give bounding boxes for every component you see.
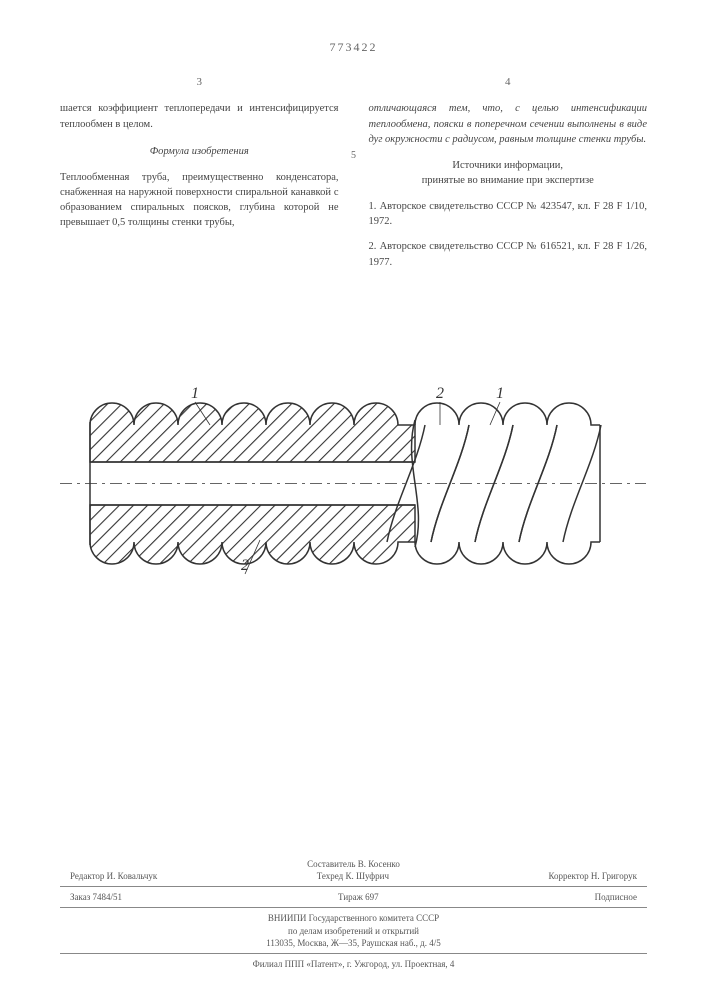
- footer-rule-1: [60, 886, 647, 887]
- right-para-1: отличающаяся тем, что, с целью интенсифи…: [369, 101, 648, 147]
- sources-heading: Источники информации,: [369, 158, 648, 173]
- footer-subscription: Подписное: [595, 891, 637, 903]
- footer-credits-row: Редактор И. Ковальчук Техред К. Шуфрич К…: [60, 870, 647, 882]
- reference-2: 2. Авторское свидетельство СССР № 616521…: [369, 239, 648, 269]
- sources-sub: принятые во внимание при экспертизе: [369, 173, 648, 188]
- footer-order: Заказ 7484/51: [70, 891, 122, 903]
- footer-addr2: Филиал ППП «Патент», г. Ужгород, ул. Про…: [60, 958, 647, 970]
- footer-corrector: Корректор Н. Григорук: [548, 870, 637, 882]
- left-para-2: Теплообменная труба, преимущественно кон…: [60, 170, 339, 231]
- footer-compiler: Составитель В. Косенко: [60, 858, 647, 870]
- svg-text:2: 2: [241, 557, 249, 574]
- svg-text:1: 1: [496, 385, 504, 402]
- text-columns: 3 шается коэффициент теплопередачи и инт…: [60, 75, 647, 280]
- document-number: 773422: [0, 40, 707, 55]
- formula-heading: Формула изобретения: [60, 144, 339, 159]
- footer-rule-3: [60, 953, 647, 954]
- footer-rule-2: [60, 907, 647, 908]
- right-column: 4 отличающаяся тем, что, с целью интенси…: [369, 75, 648, 280]
- svg-text:2: 2: [436, 385, 444, 402]
- footer-addr1: 113035, Москва, Ж—35, Раушская наб., д. …: [60, 937, 647, 949]
- footer-order-row: Заказ 7484/51 Тираж 697 Подписное: [60, 891, 647, 903]
- footer-tirage: Тираж 697: [338, 891, 379, 903]
- col-num-left: 3: [60, 75, 339, 91]
- left-para-1: шается коэффициент теплопередачи и интен…: [60, 101, 339, 131]
- reference-1: 1. Авторское свидетельство СССР № 423547…: [369, 199, 648, 229]
- footer-editor: Редактор И. Ковальчук: [70, 870, 157, 882]
- left-column: 3 шается коэффициент теплопередачи и инт…: [60, 75, 339, 280]
- footer-org1: ВНИИПИ Государственного комитета СССР: [60, 912, 647, 924]
- footer-techred: Техред К. Шуфрич: [317, 870, 389, 882]
- mid-line-marker: 5: [351, 150, 356, 161]
- footer-block: Составитель В. Косенко Редактор И. Ковал…: [60, 858, 647, 970]
- footer-org2: по делам изобретений и открытий: [60, 925, 647, 937]
- figure: 1 2 1 2: [60, 380, 647, 640]
- col-num-right: 4: [369, 75, 648, 91]
- right-para-1-text: отличающаяся тем, что, с целью интенсифи…: [369, 103, 648, 144]
- page: 773422 3 шается коэффициент теплопередач…: [0, 0, 707, 1000]
- tube-diagram: 1 2 1 2: [60, 380, 647, 590]
- svg-text:1: 1: [191, 385, 199, 402]
